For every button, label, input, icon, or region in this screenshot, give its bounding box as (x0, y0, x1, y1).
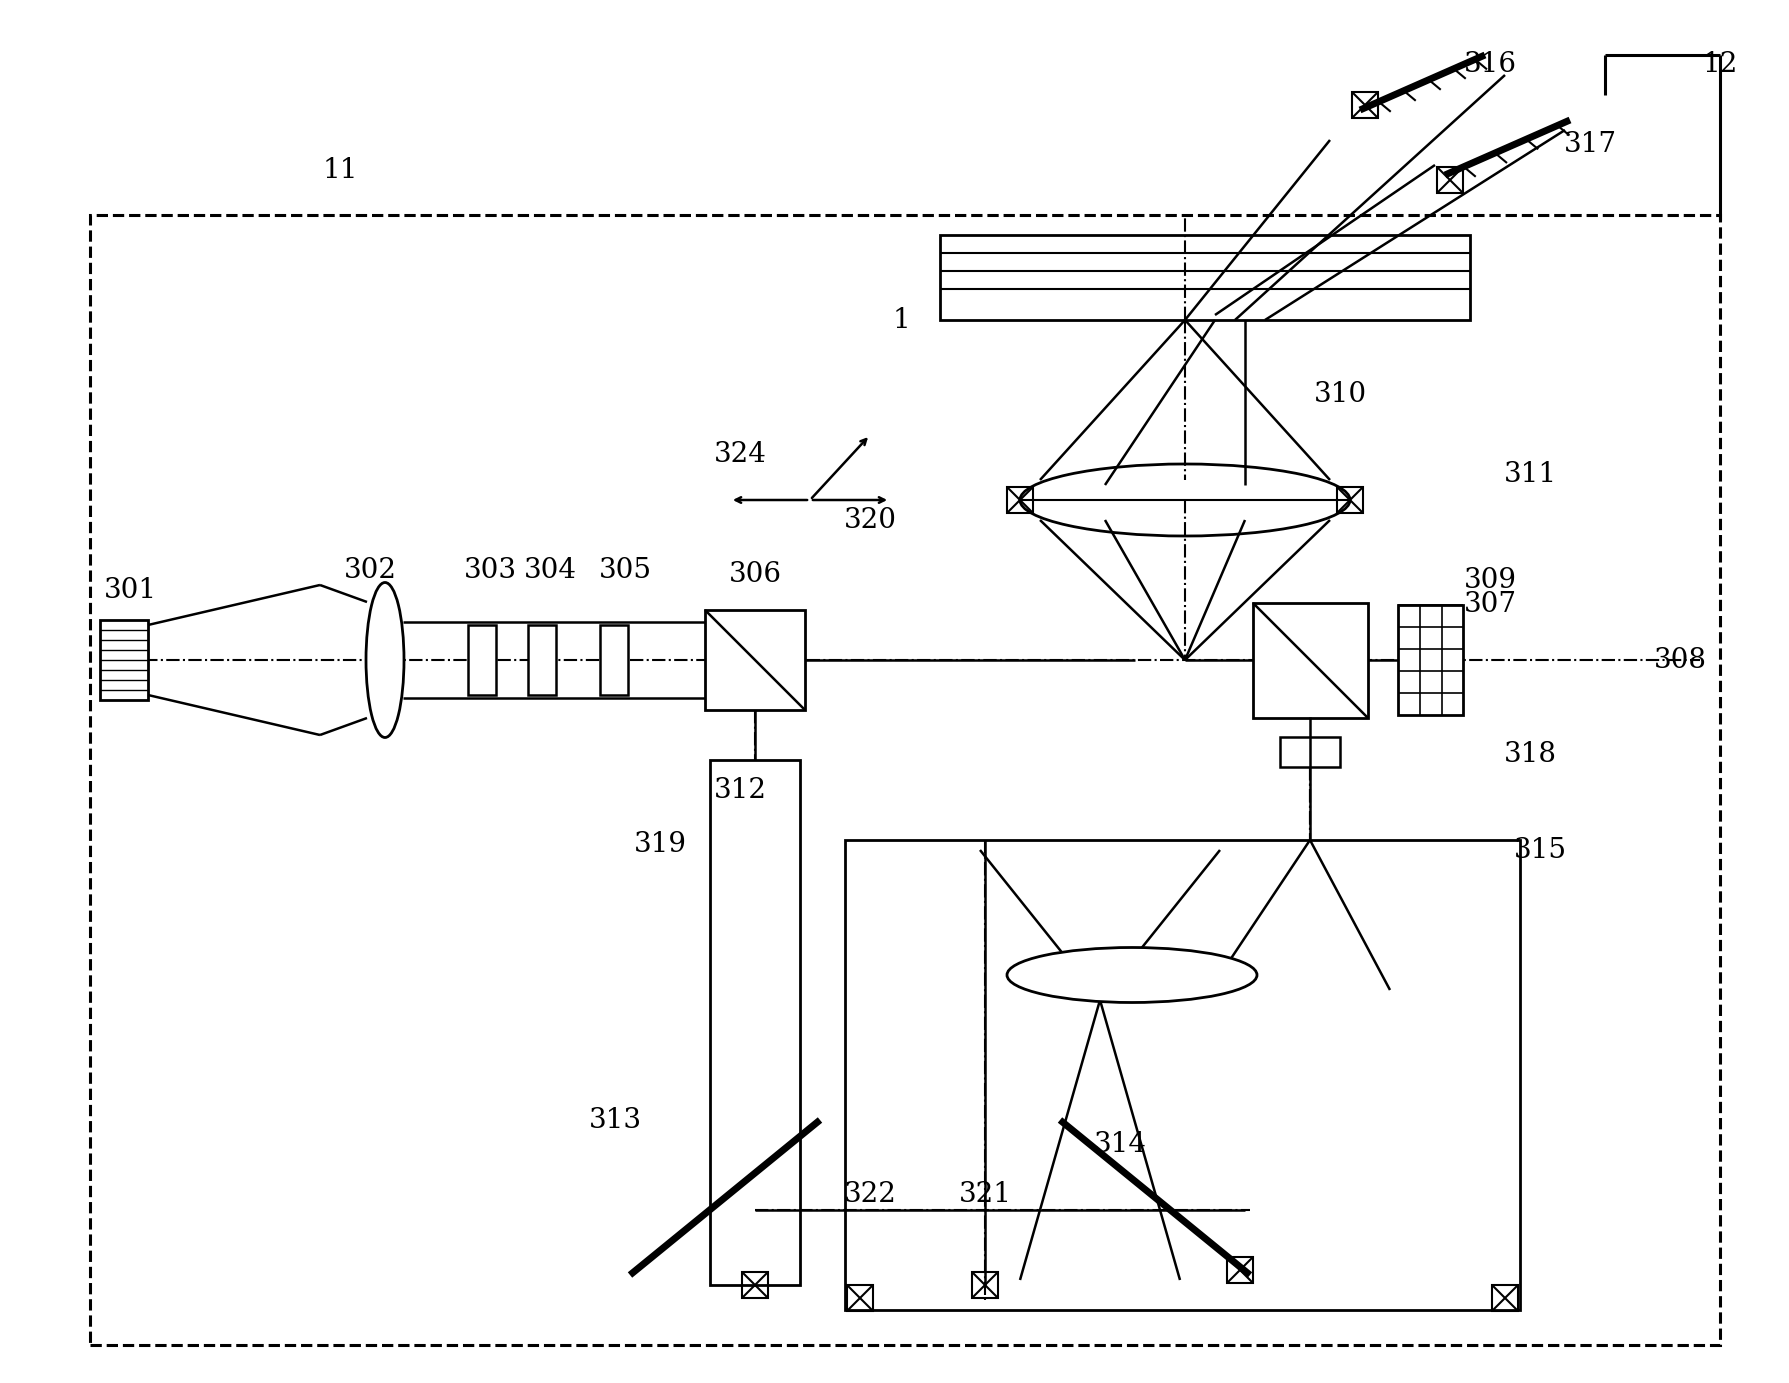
Bar (844, 839, 1519, 1310)
Bar (1252, 603, 1367, 718)
Bar (1351, 93, 1378, 118)
Text: 306: 306 (728, 561, 782, 589)
Text: 322: 322 (843, 1181, 896, 1209)
Text: 1: 1 (891, 307, 909, 333)
Text: 307: 307 (1463, 592, 1515, 618)
Text: 314: 314 (1093, 1131, 1147, 1159)
Text: 310: 310 (1313, 382, 1365, 408)
Text: 304: 304 (522, 556, 576, 584)
Bar (1225, 1257, 1252, 1283)
Bar (705, 610, 805, 709)
Text: 301: 301 (104, 577, 156, 603)
Bar (89, 214, 1719, 1346)
Text: 313: 313 (589, 1106, 640, 1134)
Bar (100, 620, 148, 700)
Text: 308: 308 (1653, 646, 1705, 674)
Bar (1336, 487, 1361, 513)
Bar (1492, 1285, 1517, 1311)
Bar (939, 235, 1469, 319)
Text: 317: 317 (1562, 131, 1615, 159)
Bar (599, 625, 628, 696)
Ellipse shape (1007, 947, 1256, 1003)
Bar (1007, 487, 1032, 513)
Text: 324: 324 (714, 441, 766, 469)
Bar (467, 625, 496, 696)
Bar (971, 1272, 998, 1299)
Text: 311: 311 (1503, 462, 1556, 488)
Bar (719, 786, 789, 823)
Text: 302: 302 (343, 556, 397, 584)
Text: 12: 12 (1701, 51, 1737, 79)
Bar (1397, 604, 1462, 715)
Text: 303: 303 (463, 556, 517, 584)
Text: 318: 318 (1503, 741, 1556, 769)
Text: 319: 319 (633, 831, 687, 859)
Text: 11: 11 (322, 156, 358, 184)
Text: 315: 315 (1513, 837, 1565, 863)
Text: 305: 305 (598, 556, 651, 584)
Text: 321: 321 (957, 1181, 1011, 1209)
Bar (1437, 167, 1462, 194)
Bar (1279, 737, 1340, 768)
Bar (742, 1272, 767, 1299)
Text: 309: 309 (1463, 567, 1515, 593)
Bar (528, 625, 556, 696)
Bar (710, 761, 800, 1285)
Text: 316: 316 (1463, 51, 1515, 79)
Text: 312: 312 (714, 776, 766, 804)
Text: 320: 320 (843, 506, 896, 534)
Bar (846, 1285, 873, 1311)
Ellipse shape (365, 582, 404, 737)
